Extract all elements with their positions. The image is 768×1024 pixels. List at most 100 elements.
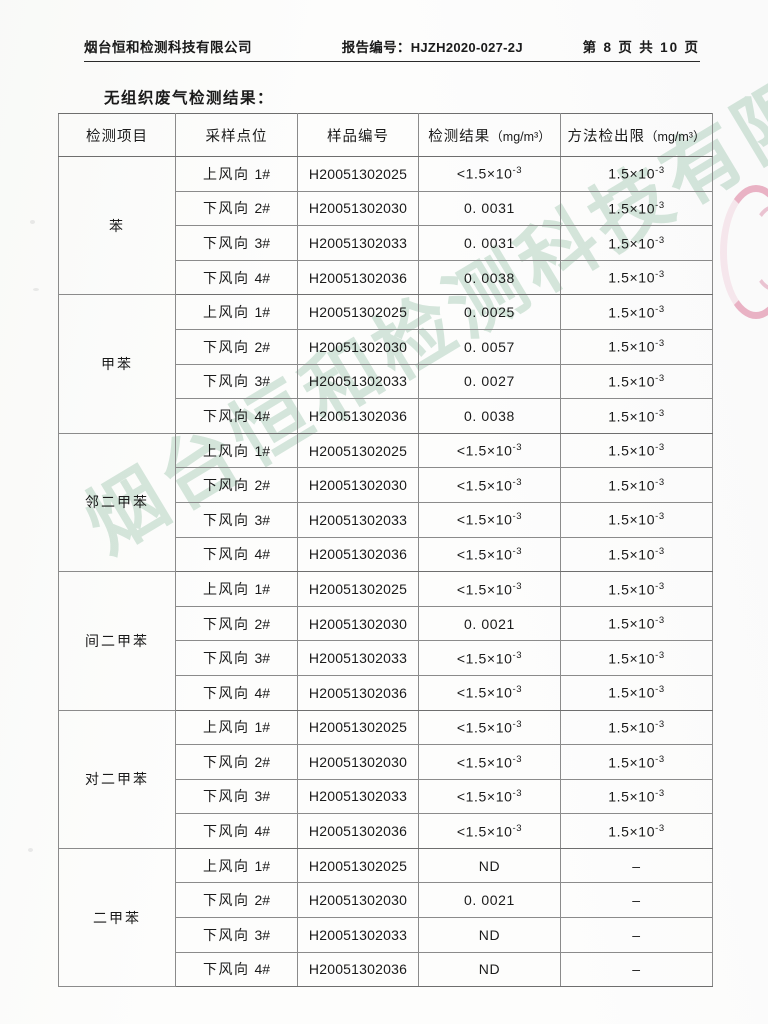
table-row: 下风向 4# H20051302036 <1.5×10-3 1.5×10-3 <box>59 536 713 573</box>
cell-test-result: <1.5×10-3 <box>418 501 561 538</box>
cell-method-detection-limit: 1.5×10-3 <box>560 398 713 434</box>
column-header-2: 采样点位 <box>175 113 298 157</box>
table-row: 下风向 2# H20051302030 0. 0031 1.5×10-3 <box>59 190 713 227</box>
cell-test-result: 0. 0038 <box>418 398 561 434</box>
sampling-point-number: 2# <box>254 338 271 355</box>
cell-sampling-point: 下风向 2# <box>175 882 298 919</box>
exponent: -3 <box>512 546 523 557</box>
cell-test-result: <1.5×10-3 <box>418 778 561 815</box>
cell-test-item: 邻二甲苯 <box>58 432 176 573</box>
table-row: 下风向 4# H20051302036 0. 0038 1.5×10-3 <box>59 259 713 296</box>
cell-test-result: 0. 0021 <box>418 605 561 642</box>
column-header-label: 检测结果 <box>428 128 491 145</box>
cell-method-detection-limit: 1.5×10-3 <box>560 501 713 538</box>
cell-sample-id: H20051302033 <box>297 225 419 261</box>
cell-test-result: 0. 0027 <box>418 363 561 400</box>
exponent: -3 <box>512 753 523 765</box>
cell-test-result: <1.5×10-3 <box>418 571 561 607</box>
table-row: 下风向 4# H20051302036 <1.5×10-3 1.5×10-3 <box>59 674 713 711</box>
exponent: -3 <box>655 753 665 765</box>
cell-sampling-point: 上风向 1# <box>175 709 298 746</box>
sampling-point-number: 1# <box>254 580 271 597</box>
scan-speck <box>30 220 35 224</box>
cell-sample-id: H20051302030 <box>297 467 419 503</box>
cell-test-result: <1.5×10-3 <box>418 156 561 192</box>
column-header-label: 采样点位 <box>205 128 268 145</box>
cell-test-result: ND <box>418 847 561 884</box>
sampling-point-number: 1# <box>254 442 271 459</box>
exponent: -3 <box>655 407 665 419</box>
cell-method-detection-limit: 1.5×10-3 <box>560 536 713 573</box>
sampling-point-number: 3# <box>254 373 271 390</box>
column-header-unit: （mg/m³） <box>645 129 706 144</box>
cell-method-detection-limit: 1.5×10-3 <box>560 156 713 192</box>
cell-sample-id: H20051302030 <box>297 328 419 365</box>
scan-speck <box>33 288 39 291</box>
cell-sample-id: H20051302030 <box>297 744 419 780</box>
sampling-point-number: 2# <box>254 753 271 770</box>
section-title: 无组织废气检测结果： <box>104 90 275 107</box>
cell-test-result: 0. 0021 <box>418 882 561 919</box>
cell-sampling-point: 下风向 3# <box>175 363 298 400</box>
table-row: 下风向 4# H20051302036 0. 0038 1.5×10-3 <box>59 398 713 434</box>
cell-sample-id: H20051302036 <box>297 674 419 711</box>
sampling-point-number: 3# <box>254 926 271 943</box>
exponent: -3 <box>655 615 665 627</box>
sampling-point-number: 4# <box>254 684 271 701</box>
cell-method-detection-limit: 1.5×10-3 <box>560 432 713 469</box>
sampling-point-number: 2# <box>254 615 271 632</box>
exponent: -3 <box>655 373 665 385</box>
cell-sampling-point: 下风向 2# <box>175 328 298 365</box>
scan-speck <box>28 848 33 852</box>
exponent: -3 <box>655 684 665 696</box>
exponent: -3 <box>512 511 523 523</box>
cell-sampling-point: 下风向 3# <box>175 917 298 953</box>
cell-sampling-point: 下风向 4# <box>175 398 298 434</box>
table-row: 甲苯 上风向 1# H20051302025 0. 0025 1.5×10-3 <box>58 294 713 434</box>
cell-sample-id: H20051302033 <box>297 917 419 953</box>
cell-method-detection-limit: 1.5×10-3 <box>560 225 713 261</box>
cell-sampling-point: 下风向 2# <box>175 744 298 780</box>
cell-test-item: 间二甲苯 <box>58 571 176 711</box>
table-header-row: 检测项目 采样点位 样品编号 检测结果（mg/m³） 方法检出限（mg/m³） <box>58 113 713 157</box>
cell-sampling-point: 上风向 1# <box>175 571 298 607</box>
page-prefix: 第 <box>582 40 599 55</box>
page-header: 烟台恒和检测科技有限公司 报告编号：HJZH2020-027-2J 第 8 页 … <box>84 36 700 62</box>
cell-sample-id: H20051302036 <box>297 398 419 434</box>
sampling-point-number: 2# <box>254 200 271 217</box>
cell-sampling-point: 下风向 2# <box>175 467 298 503</box>
cell-method-detection-limit: 1.5×10-3 <box>560 709 713 746</box>
column-header-1: 检测项目 <box>58 113 176 157</box>
column-header-5: 方法检出限（mg/m³） <box>560 113 713 157</box>
table-row: 下风向 2# H20051302030 0. 0021 1.5×10-3 <box>59 605 713 642</box>
column-header-3: 样品编号 <box>297 113 419 157</box>
table-row: 下风向 2# H20051302030 <1.5×10-3 1.5×10-3 <box>59 744 713 780</box>
sampling-point-number: 1# <box>254 304 271 321</box>
cell-sampling-point: 下风向 3# <box>175 778 298 815</box>
cell-sample-id: H20051302030 <box>297 605 419 642</box>
table-row: 下风向 3# H20051302033 <1.5×10-3 1.5×10-3 <box>59 501 713 538</box>
cell-test-result: 0. 0038 <box>418 259 561 296</box>
cell-sampling-point: 下风向 4# <box>175 259 298 296</box>
cell-sampling-point: 下风向 4# <box>175 951 298 988</box>
sampling-point-number: 3# <box>254 788 271 805</box>
cell-sample-id: H20051302030 <box>297 882 419 919</box>
sampling-point-number: 4# <box>254 546 271 563</box>
table-row: 二甲苯 上风向 1# H20051302025 ND – <box>58 847 713 988</box>
cell-test-result: <1.5×10-3 <box>418 744 561 780</box>
exponent: -3 <box>655 200 665 212</box>
sampling-point-number: 4# <box>254 823 271 840</box>
cell-sample-id: H20051302033 <box>297 640 419 676</box>
cell-method-detection-limit: 1.5×10-3 <box>560 571 713 607</box>
table-row: 对二甲苯 上风向 1# H20051302025 <1.5×10-3 1.5×10-3 <box>58 709 713 849</box>
table-row: 下风向 3# H20051302033 ND – <box>59 917 713 953</box>
table-row: 下风向 2# H20051302030 0. 0057 1.5×10-3 <box>59 328 713 365</box>
cell-sampling-point: 上风向 1# <box>175 847 298 884</box>
exponent: -3 <box>655 546 665 557</box>
exponent: -3 <box>512 718 523 730</box>
exponent: -3 <box>655 303 665 315</box>
column-header-unit: （mg/m³） <box>490 129 551 144</box>
page-total: 10 <box>660 40 680 55</box>
cell-test-item: 对二甲苯 <box>58 709 176 849</box>
